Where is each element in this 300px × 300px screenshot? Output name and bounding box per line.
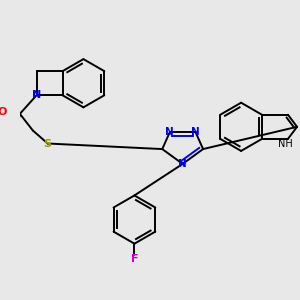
Text: N: N	[191, 128, 200, 137]
Text: N: N	[165, 128, 174, 137]
Text: O: O	[0, 107, 7, 117]
Text: N: N	[178, 159, 187, 169]
Text: F: F	[131, 254, 138, 264]
Text: N: N	[32, 90, 41, 100]
Text: S: S	[44, 139, 52, 148]
Text: NH: NH	[278, 139, 292, 148]
